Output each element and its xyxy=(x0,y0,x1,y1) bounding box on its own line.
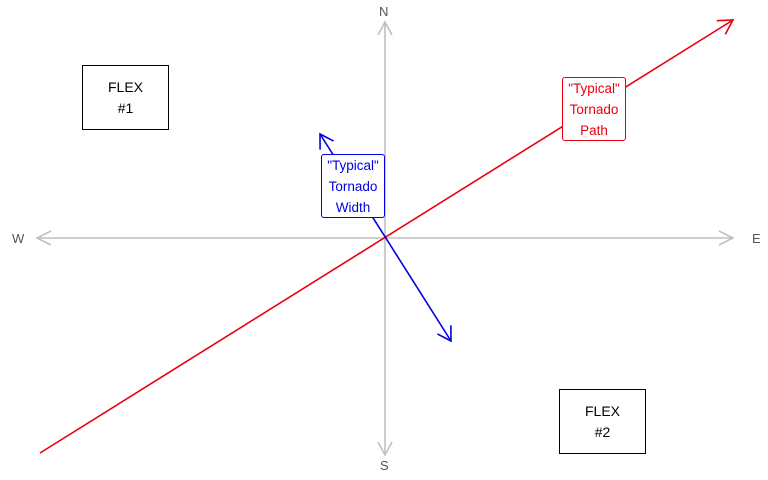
tornado-width-callout: "Typical" Tornado Width xyxy=(321,154,385,218)
west-arrowhead xyxy=(35,230,52,246)
flex-box-1-line1: FLEX xyxy=(107,78,143,95)
compass-west-label: W xyxy=(12,231,25,246)
flex-box-1: FLEX #1 xyxy=(82,65,169,130)
tornado-width-arrowhead-top xyxy=(319,132,334,150)
tornado-path-callout: "Typical" Tornado Path xyxy=(562,77,626,141)
tornado-width-callout-line3: Width xyxy=(335,199,371,215)
east-arrowhead xyxy=(718,230,735,246)
tornado-path-callout-line2: Tornado xyxy=(569,101,619,117)
tornado-width-callout-line1: "Typical" xyxy=(327,157,379,173)
flex-box-1-line2: #1 xyxy=(117,99,134,116)
compass-north-label: N xyxy=(379,4,389,19)
tornado-width-callout-line2: Tornado xyxy=(328,178,378,194)
north-arrowhead xyxy=(377,20,393,36)
compass-east-label: E xyxy=(752,231,761,246)
tornado-path-callout-line1: "Typical" xyxy=(568,80,620,96)
flex-box-2-line1: FLEX xyxy=(584,402,620,419)
tornado-width-arrowhead-bottom xyxy=(437,325,452,343)
flex-box-2-line2: #2 xyxy=(594,423,611,440)
flex-box-2: FLEX #2 xyxy=(559,389,646,454)
south-arrowhead xyxy=(377,441,393,457)
compass-south-label: S xyxy=(380,458,389,473)
tornado-path-callout-line3: Path xyxy=(580,122,608,138)
tornado-path-arrowhead xyxy=(716,19,735,35)
